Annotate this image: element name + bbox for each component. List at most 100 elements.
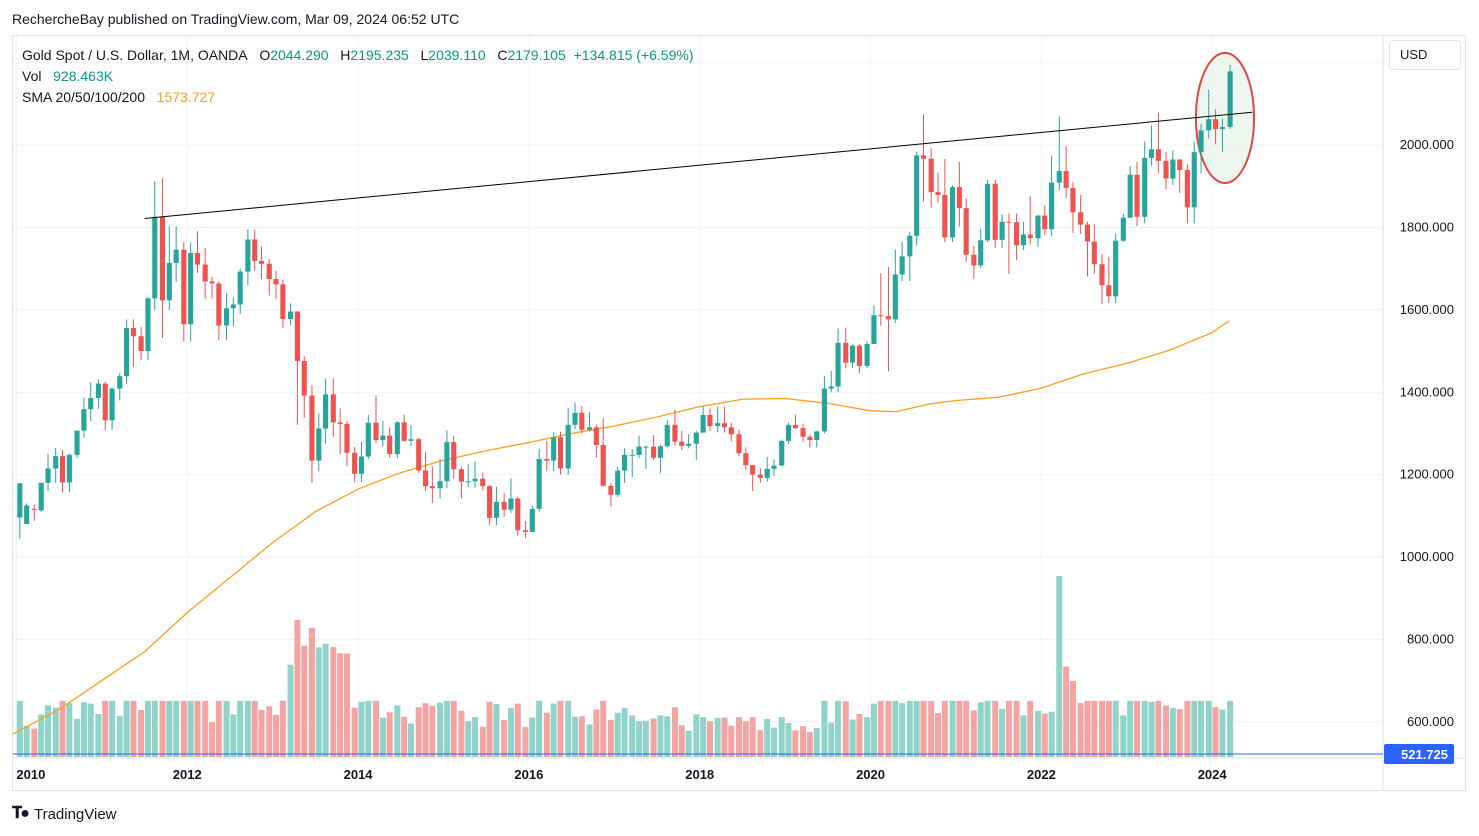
candle-body[interactable]	[1020, 234, 1026, 246]
currency-button[interactable]: USD	[1389, 40, 1461, 70]
candle-body[interactable]	[920, 155, 927, 159]
candle-body[interactable]	[437, 481, 443, 489]
candle-body[interactable]	[1063, 171, 1069, 188]
candle-body[interactable]	[1184, 169, 1190, 208]
candle-body[interactable]	[629, 454, 635, 456]
candle-body[interactable]	[1014, 222, 1020, 246]
candle-body[interactable]	[843, 342, 849, 363]
candle-body[interactable]	[216, 283, 222, 326]
candle-body[interactable]	[202, 264, 208, 282]
candle-body[interactable]	[66, 454, 72, 483]
candle-body[interactable]	[401, 422, 407, 441]
candle-body[interactable]	[529, 508, 535, 532]
candle-body[interactable]	[785, 424, 792, 441]
candle-body[interactable]	[1035, 215, 1041, 239]
candle-body[interactable]	[223, 308, 230, 326]
candle-body[interactable]	[1042, 215, 1048, 230]
candle-body[interactable]	[1170, 159, 1176, 179]
candle-body[interactable]	[856, 345, 862, 366]
symbol-label[interactable]: Gold Spot / U.S. Dollar, 1M, OANDA	[22, 47, 248, 63]
candle-body[interactable]	[835, 342, 841, 387]
candle-body[interactable]	[1078, 212, 1084, 225]
candle-body[interactable]	[579, 412, 585, 430]
candle-body[interactable]	[864, 344, 870, 366]
candle-body[interactable]	[1113, 240, 1119, 297]
candle-body[interactable]	[621, 454, 628, 471]
candle-body[interactable]	[258, 260, 265, 264]
candle-body[interactable]	[501, 501, 507, 510]
candle-body[interactable]	[1206, 119, 1212, 131]
candle-body[interactable]	[1027, 234, 1033, 239]
candle-body[interactable]	[451, 442, 457, 470]
candle-body[interactable]	[1056, 171, 1062, 183]
candle-body[interactable]	[145, 298, 151, 352]
candle-body[interactable]	[1213, 119, 1219, 130]
candle-body[interactable]	[387, 435, 393, 455]
candle-body[interactable]	[686, 443, 692, 446]
candle-body[interactable]	[45, 468, 51, 483]
candle-body[interactable]	[643, 446, 649, 448]
candle-body[interactable]	[651, 446, 657, 458]
candle-body[interactable]	[493, 501, 499, 518]
candle-body[interactable]	[615, 470, 621, 495]
highlight-circle[interactable]	[1194, 51, 1256, 185]
candle-body[interactable]	[608, 485, 614, 495]
candle-body[interactable]	[1084, 224, 1091, 242]
candle-body[interactable]	[963, 208, 969, 255]
candle-body[interactable]	[280, 284, 286, 319]
candle-body[interactable]	[850, 345, 856, 363]
candle-body[interactable]	[358, 456, 365, 474]
candle-body[interactable]	[102, 383, 108, 421]
candle-body[interactable]	[1006, 221, 1012, 223]
candle-body[interactable]	[536, 458, 542, 509]
candle-body[interactable]	[422, 470, 429, 487]
candle-body[interactable]	[95, 383, 101, 399]
candle-body[interactable]	[194, 253, 201, 265]
candle-body[interactable]	[130, 328, 136, 337]
candle-body[interactable]	[600, 444, 606, 486]
candle-body[interactable]	[715, 423, 721, 427]
candle-body[interactable]	[800, 428, 806, 437]
candle-body[interactable]	[444, 442, 450, 482]
candle-body[interactable]	[949, 187, 956, 238]
candle-body[interactable]	[935, 192, 941, 195]
candle-body[interactable]	[679, 441, 685, 446]
candle-body[interactable]	[1120, 217, 1126, 241]
trendline[interactable]	[144, 111, 1253, 219]
candle-body[interactable]	[828, 386, 834, 389]
candle-body[interactable]	[245, 239, 251, 272]
candle-body[interactable]	[871, 315, 877, 345]
candle-body[interactable]	[1127, 174, 1133, 218]
candle-body[interactable]	[181, 249, 187, 325]
candle-body[interactable]	[1227, 71, 1233, 127]
candle-body[interactable]	[429, 486, 435, 489]
candle-body[interactable]	[700, 414, 706, 433]
candle-body[interactable]	[273, 279, 279, 285]
candle-body[interactable]	[230, 304, 236, 309]
sma-legend-row[interactable]: SMA 20/50/100/200 1573.727	[22, 87, 694, 108]
candle-body[interactable]	[1099, 264, 1105, 286]
tradingview-footer[interactable]: 𝐓● TradingView	[12, 805, 117, 823]
candle-body[interactable]	[294, 311, 300, 361]
candle-body[interactable]	[807, 436, 813, 441]
candle-body[interactable]	[173, 249, 179, 263]
candle-body[interactable]	[309, 395, 315, 461]
candle-body[interactable]	[323, 394, 329, 429]
candle-body[interactable]	[1070, 187, 1076, 213]
candle-body[interactable]	[1163, 160, 1169, 179]
candle-body[interactable]	[551, 437, 557, 461]
candle-body[interactable]	[657, 446, 663, 458]
candle-body[interactable]	[301, 360, 307, 396]
candle-body[interactable]	[330, 394, 336, 423]
candle-body[interactable]	[480, 478, 486, 487]
candle-body[interactable]	[544, 458, 550, 461]
candle-body[interactable]	[914, 155, 920, 236]
candle-body[interactable]	[166, 262, 172, 301]
candle-body[interactable]	[1198, 130, 1204, 153]
candle-body[interactable]	[316, 428, 322, 461]
candle-body[interactable]	[31, 508, 37, 510]
candle-body[interactable]	[458, 469, 464, 482]
candle-body[interactable]	[1191, 152, 1197, 208]
candle-body[interactable]	[74, 430, 80, 455]
candle-body[interactable]	[907, 235, 913, 257]
